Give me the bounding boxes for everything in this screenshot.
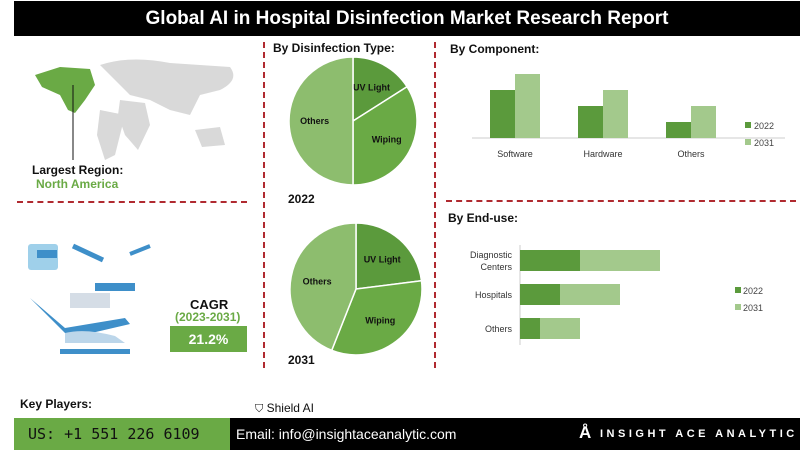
end-use-bar-chart: Diagnostic Centers Hospitals Others 2022 2031 — [470, 245, 763, 345]
pie-label: Wiping — [365, 315, 395, 325]
y-tick-label: Hospitals — [475, 290, 513, 300]
legend-swatch-2031 — [745, 139, 751, 145]
insightace-logo-icon: Å — [579, 423, 592, 442]
bar-software-2022 — [490, 90, 515, 138]
pie-slice-others — [288, 56, 354, 186]
x-tick-label: Software — [497, 149, 533, 159]
divider — [263, 42, 265, 368]
pie-chart-2031: UV Light Wiping Others — [289, 222, 423, 356]
bar-others-2022 — [520, 318, 540, 339]
shield-ai-logo-icon: ⛉ — [255, 403, 264, 415]
pie-label: Wiping — [372, 134, 402, 144]
legend-swatch-2022 — [735, 287, 741, 293]
pie-chart-2022: UV Light Wiping Others — [288, 56, 418, 186]
bar-others-2022 — [666, 122, 691, 138]
brand-name: INSIGHT ACE ANALYTIC — [600, 428, 798, 440]
end-use-title: By End-use: — [448, 211, 519, 225]
footer-bar: Email: info@insightaceanalytic.com Å INS… — [230, 418, 800, 450]
legend-label: 2031 — [743, 303, 763, 313]
bar-hardware-2031 — [603, 90, 628, 138]
bar-hospitals-2022 — [520, 284, 560, 305]
pie-label: UV Light — [364, 254, 401, 264]
legend-label: 2031 — [754, 138, 774, 148]
pie-year-2031: 2031 — [288, 353, 315, 367]
legend-swatch-2031 — [735, 304, 741, 310]
pie-slice-wiping — [352, 85, 418, 186]
largest-region-label: Largest Region: — [32, 163, 124, 177]
component-bar-chart: Software Hardware Others 2022 2031 — [472, 74, 785, 159]
key-players-label: Key Players: — [20, 397, 93, 411]
pie-label: Others — [300, 116, 329, 126]
bar-hospitals-2031 — [560, 284, 620, 305]
bar-diagnostic-centers-2031 — [580, 250, 660, 271]
divider — [17, 201, 247, 203]
x-tick-label: Others — [677, 149, 705, 159]
dental-chair-illustration — [28, 243, 151, 354]
cagr-period: (2023-2031) — [175, 310, 241, 324]
disinfection-type-title: By Disinfection Type: — [273, 41, 395, 55]
component-title: By Component: — [450, 42, 540, 56]
pie-slice-uv-light — [352, 56, 409, 123]
cagr-label: CAGR — [190, 297, 229, 312]
pie-slice-wiping — [330, 279, 423, 356]
bar-others-2031 — [540, 318, 580, 339]
phone-number[interactable]: US: +1 551 226 6109 — [14, 418, 230, 450]
pie-year-2022: 2022 — [288, 192, 315, 206]
pie-label: UV Light — [353, 82, 390, 92]
legend-swatch-2022 — [745, 122, 751, 128]
divider — [434, 42, 436, 368]
pie-slice-uv-light — [355, 222, 423, 290]
bar-software-2031 — [515, 74, 540, 138]
pie-slice-others — [289, 222, 357, 352]
bar-others-2031 — [691, 106, 716, 138]
largest-region-value: North America — [36, 177, 119, 191]
pie-label: Others — [303, 277, 332, 287]
email[interactable]: Email: info@insightaceanalytic.com — [236, 426, 457, 442]
y-tick-label: Others — [485, 324, 513, 334]
world-map — [35, 59, 234, 160]
bar-diagnostic-centers-2022 — [520, 250, 580, 271]
report-title: Global AI in Hospital Disinfection Marke… — [14, 1, 800, 36]
y-tick-label: Diagnostic — [470, 250, 513, 260]
y-tick-label: Centers — [480, 262, 512, 272]
cagr-value: 21.2% — [170, 326, 247, 352]
x-tick-label: Hardware — [583, 149, 622, 159]
divider — [446, 200, 796, 202]
key-player-shield-ai: ⛉ Shield AI — [255, 401, 314, 415]
legend-label: 2022 — [743, 286, 763, 296]
bar-hardware-2022 — [578, 106, 603, 138]
legend-label: 2022 — [754, 121, 774, 131]
